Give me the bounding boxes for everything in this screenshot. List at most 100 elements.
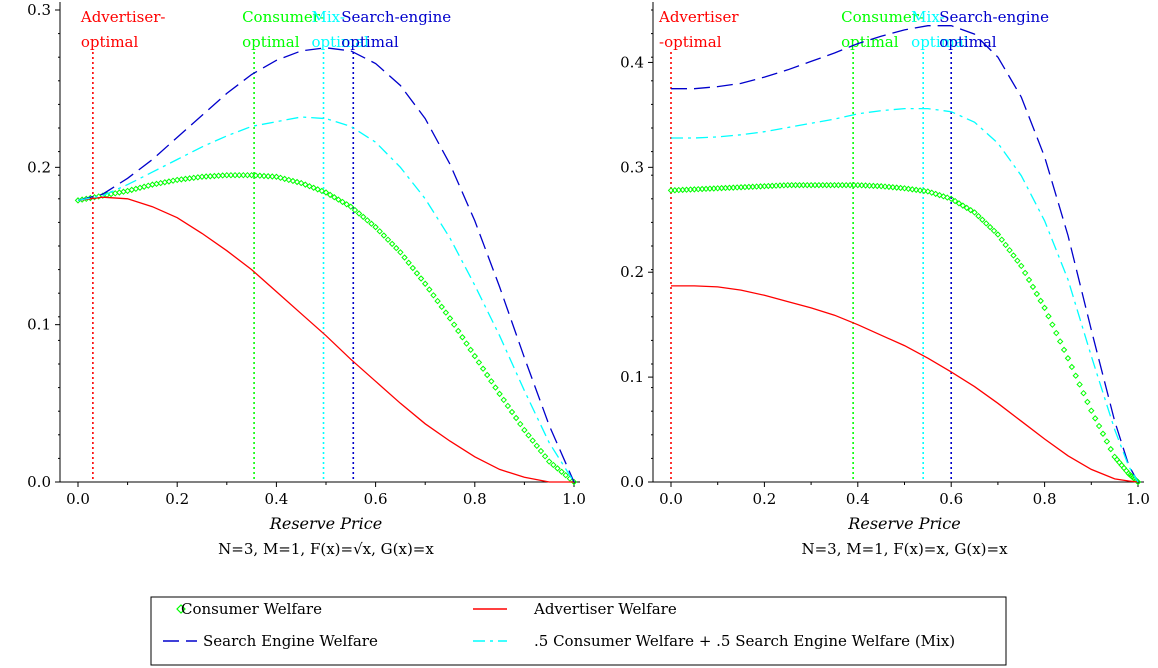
consumer-point <box>442 309 450 316</box>
consumer-point <box>467 346 474 354</box>
mix-optimal-label: optimal <box>911 33 969 51</box>
consumer-point <box>1076 381 1083 388</box>
consumer-point <box>248 171 255 179</box>
consumer-point <box>877 183 885 190</box>
consumer-point <box>944 194 951 201</box>
mix-series-line <box>671 107 1139 483</box>
consumer-point <box>959 202 967 209</box>
consumer-point <box>889 184 897 191</box>
consumer-point <box>260 172 268 180</box>
consumer-point <box>1060 346 1068 354</box>
consumer-point <box>1116 459 1123 466</box>
x-tick-label: 0.8 <box>1033 490 1057 508</box>
consumer-point <box>1084 398 1091 406</box>
consumer-point <box>1072 372 1079 379</box>
consumer-point <box>1107 445 1114 453</box>
consumer-point <box>545 458 553 465</box>
consumer-point <box>302 181 309 188</box>
consumer-point <box>413 270 421 277</box>
consumer-optimal-label: Consumer- <box>841 8 924 26</box>
x-tick-label: 0.4 <box>264 490 288 508</box>
consumer-point <box>909 186 916 193</box>
consumer-point <box>1049 321 1056 328</box>
consumer-point <box>471 352 479 360</box>
consumer-point <box>1111 453 1118 461</box>
consumer-point <box>310 184 317 191</box>
consumer-point <box>1113 456 1121 463</box>
consumer-point <box>277 174 284 182</box>
y-tick-label: 0.2 <box>620 263 644 281</box>
consumer-point <box>858 182 865 189</box>
consumer-point <box>281 175 288 183</box>
consumer-point <box>1033 290 1041 298</box>
x-axis-label: Reserve Price <box>847 514 960 533</box>
consumer-point <box>417 275 425 282</box>
consumer-point <box>916 187 924 194</box>
consumer-point <box>1053 329 1060 337</box>
x-tick-label: 0.2 <box>752 490 776 508</box>
consumer-point <box>368 220 375 227</box>
search-optimal-label: Search-engine <box>341 8 451 26</box>
consumer-point <box>1134 478 1142 486</box>
x-tick-label: 0.4 <box>846 490 870 508</box>
consumer-point <box>508 408 516 416</box>
consumer-point <box>901 185 908 192</box>
consumer-point <box>928 189 935 196</box>
consumer-legend-swatch <box>176 604 186 614</box>
consumer-point <box>483 371 491 379</box>
consumer-point <box>244 171 251 179</box>
consumer-point <box>380 232 388 239</box>
consumer-point <box>496 390 503 398</box>
consumer-point <box>1037 297 1044 305</box>
consumer-point <box>314 186 321 193</box>
consumer-point <box>223 171 231 179</box>
consumer-point <box>326 191 334 199</box>
consumer-point <box>521 426 528 434</box>
consumer-point <box>479 365 487 372</box>
consumer-point <box>492 384 499 391</box>
consumer-point <box>1045 313 1052 320</box>
chart-caption: N=3, M=1, F(x)=√x, G(x)=x <box>218 540 434 558</box>
consumer-point <box>893 184 900 191</box>
consumer-point <box>971 209 978 216</box>
consumer-point <box>264 173 272 180</box>
consumer-point <box>1068 363 1076 371</box>
consumer-point <box>932 190 939 198</box>
consumer-point <box>459 334 466 341</box>
consumer-point <box>331 194 338 201</box>
consumer-point <box>339 198 346 206</box>
consumer-point <box>306 183 313 190</box>
consumer-point <box>289 177 297 185</box>
consumer-optimal-label: optimal <box>242 33 300 51</box>
x-axis-label: Reserve Price <box>269 514 382 533</box>
consumer-point <box>293 178 301 186</box>
consumer-point <box>421 280 429 287</box>
consumer-point <box>912 186 920 194</box>
consumer-point <box>936 191 943 199</box>
legend: Consumer Welfare Advertiser Welfare Search… <box>150 596 1007 666</box>
consumer-point <box>384 236 392 243</box>
consumer-point <box>1018 262 1025 270</box>
search-optimal-label: Search-engine <box>939 8 1049 26</box>
consumer-point <box>1088 407 1095 414</box>
consumer-point <box>401 254 408 261</box>
consumer-point <box>397 249 404 256</box>
consumer-point <box>1118 462 1125 469</box>
mix-optimal-label: Mix- <box>312 8 345 26</box>
consumer-point <box>256 172 264 179</box>
consumer-point <box>318 187 326 195</box>
y-tick-label: 0.0 <box>620 473 644 491</box>
consumer-point <box>874 182 881 190</box>
mix-optimal-label: optimal <box>312 33 370 51</box>
consumer-point <box>372 223 379 231</box>
consumer-legend-label: Consumer Welfare <box>181 600 322 618</box>
consumer-point <box>940 193 947 200</box>
consumer-point <box>1120 464 1128 472</box>
consumer-point <box>488 378 495 385</box>
consumer-point <box>1064 355 1072 362</box>
consumer-point <box>512 414 520 422</box>
advertiser-optimal-label: -optimal <box>659 33 722 51</box>
consumer-point <box>1002 241 1009 249</box>
consumer-point <box>322 189 330 196</box>
consumer-point <box>986 223 994 231</box>
